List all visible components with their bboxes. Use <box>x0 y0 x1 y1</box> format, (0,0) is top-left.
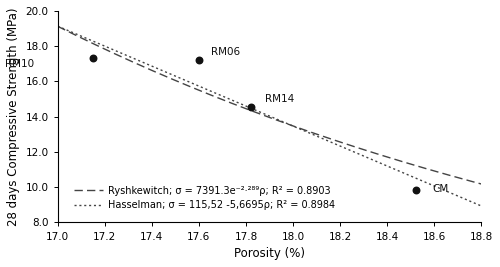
Text: RM14: RM14 <box>265 94 294 104</box>
Ryshkewitch; σ = 7391.3e⁻²·²⁸⁹ρ; R² = 0.8903 <box>54 25 60 28</box>
Point <box>195 58 203 62</box>
Line: Hasselman; σ = 115,52 -5,6695ρ; R² = 0.8984: Hasselman; σ = 115,52 -5,6695ρ; R² = 0.8… <box>58 26 482 206</box>
Ryshkewitch; σ = 7391.3e⁻²·²⁸⁹ρ; R² = 0.8903 <box>284 122 290 125</box>
Hasselman; σ = 115,52 -5,6695ρ; R² = 0.8984 <box>402 172 408 175</box>
Ryshkewitch; σ = 7391.3e⁻²·²⁸⁹ρ; R² = 0.8903 <box>402 161 408 164</box>
Text: RM06: RM06 <box>210 47 240 57</box>
Point <box>89 56 97 60</box>
Hasselman; σ = 115,52 -5,6695ρ; R² = 0.8984 <box>478 205 484 208</box>
Hasselman; σ = 115,52 -5,6695ρ; R² = 0.8984 <box>284 122 290 125</box>
Text: RM10: RM10 <box>5 59 34 69</box>
Hasselman; σ = 115,52 -5,6695ρ; R² = 0.8984 <box>256 110 262 113</box>
Hasselman; σ = 115,52 -5,6695ρ; R² = 0.8984 <box>468 200 474 203</box>
Ryshkewitch; σ = 7391.3e⁻²·²⁸⁹ρ; R² = 0.8903 <box>468 180 474 183</box>
Ryshkewitch; σ = 7391.3e⁻²·²⁸⁹ρ; R² = 0.8903 <box>256 112 262 115</box>
Y-axis label: 28 days Compressive Strength (MPa): 28 days Compressive Strength (MPa) <box>7 7 20 226</box>
Ryshkewitch; σ = 7391.3e⁻²·²⁸⁹ρ; R² = 0.8903 <box>478 182 484 186</box>
Ryshkewitch; σ = 7391.3e⁻²·²⁸⁹ρ; R² = 0.8903 <box>258 113 264 116</box>
Hasselman; σ = 115,52 -5,6695ρ; R² = 0.8984 <box>307 132 313 135</box>
Line: Ryshkewitch; σ = 7391.3e⁻²·²⁸⁹ρ; R² = 0.8903: Ryshkewitch; σ = 7391.3e⁻²·²⁸⁹ρ; R² = 0.… <box>58 26 482 184</box>
Ryshkewitch; σ = 7391.3e⁻²·²⁸⁹ρ; R² = 0.8903 <box>307 130 313 134</box>
X-axis label: Porosity (%): Porosity (%) <box>234 247 305 260</box>
Point <box>412 188 420 192</box>
Legend: Ryshkewitch; σ = 7391.3e⁻²·²⁸⁹ρ; R² = 0.8903, Hasselman; σ = 115,52 -5,6695ρ; R²: Ryshkewitch; σ = 7391.3e⁻²·²⁸⁹ρ; R² = 0.… <box>71 183 338 213</box>
Point <box>246 105 254 109</box>
Hasselman; σ = 115,52 -5,6695ρ; R² = 0.8984 <box>54 25 60 28</box>
Text: CM: CM <box>432 184 448 194</box>
Hasselman; σ = 115,52 -5,6695ρ; R² = 0.8984 <box>258 111 264 114</box>
